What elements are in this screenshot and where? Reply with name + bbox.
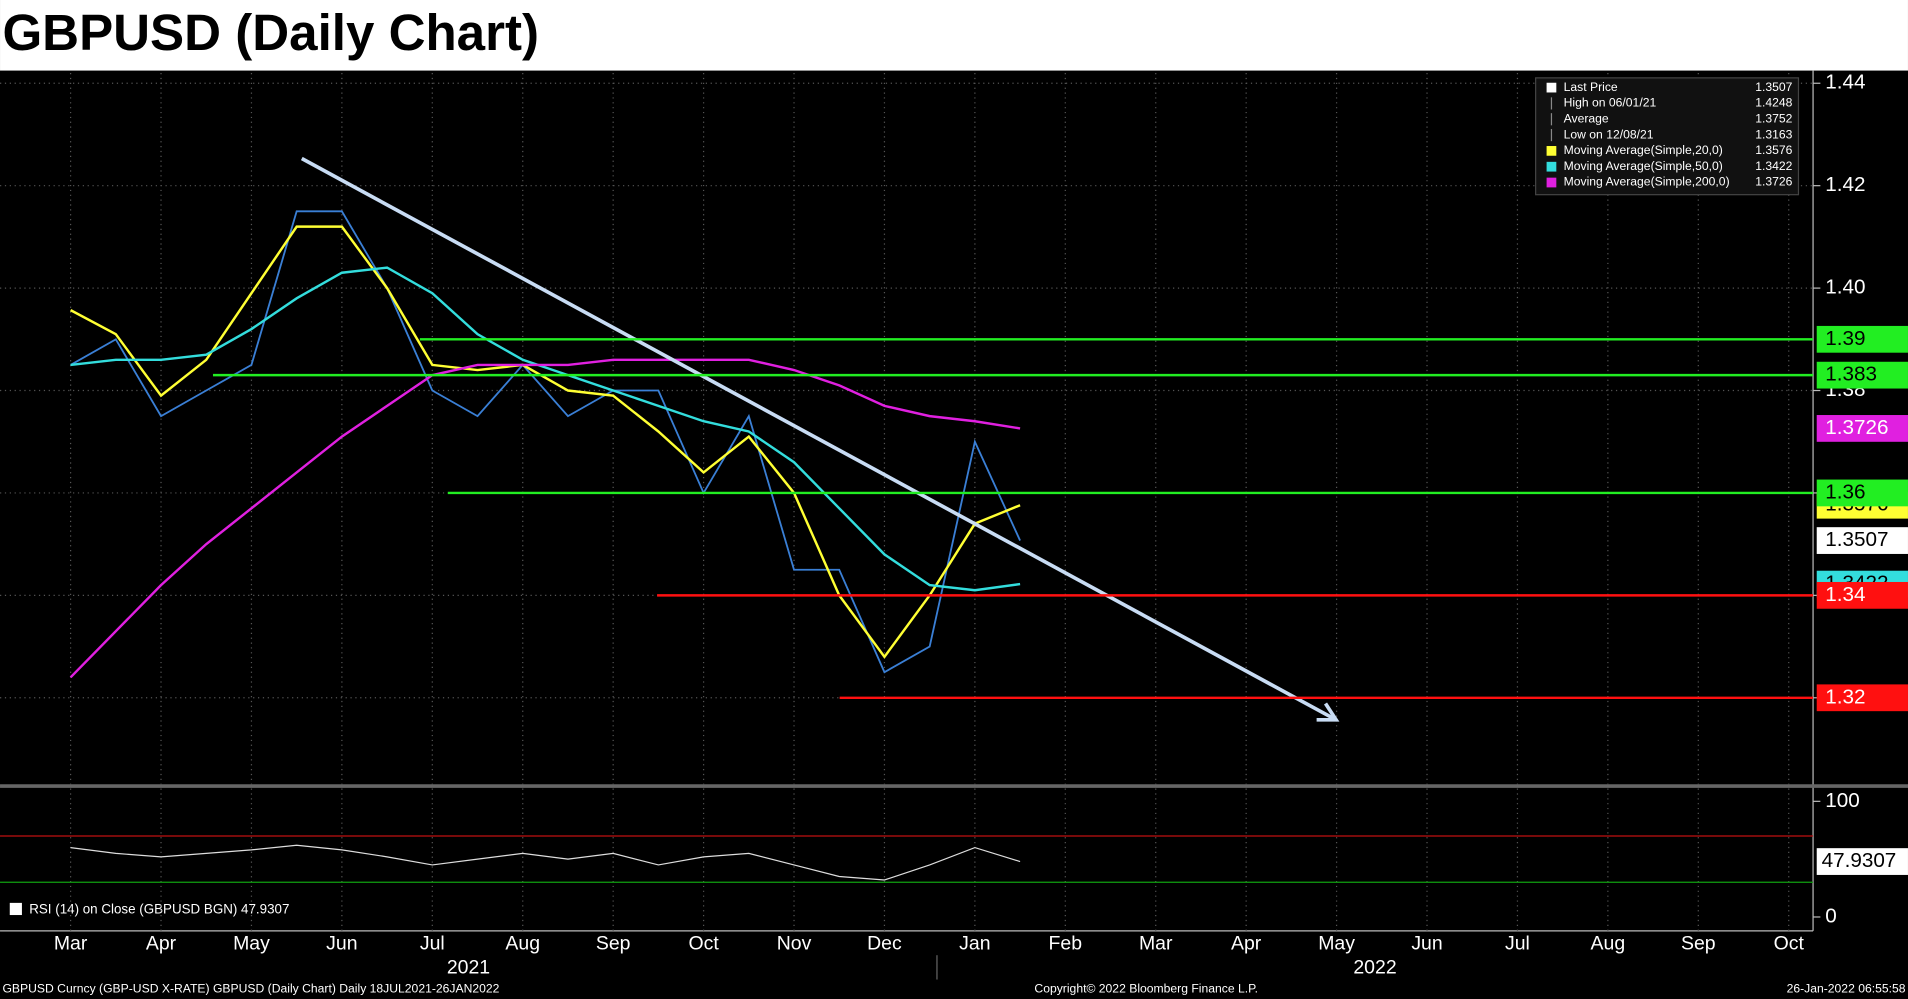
legend-swatch — [1546, 82, 1557, 93]
moving-average — [70, 225, 1021, 659]
value-box-label: 1.36 — [1825, 480, 1865, 503]
x-tick-label: Sep — [1681, 932, 1716, 954]
x-tick-label: Oct — [1774, 932, 1805, 954]
x-tick-label: Jan — [959, 932, 990, 954]
value-box — [1816, 479, 1908, 507]
footer: Copyright© 2022 Bloomberg Finance L.P. — [1034, 981, 1258, 995]
x-tick-label: Jul — [1505, 932, 1530, 954]
value-box — [1816, 361, 1908, 389]
legend-label: Last Price — [1564, 80, 1618, 94]
value-box-label: 1.39 — [1825, 327, 1865, 350]
legend-label: Moving Average(Simple,200,0) — [1564, 175, 1730, 189]
value-box-label: 1.383 — [1825, 363, 1877, 386]
legend-label: Low on 12/08/21 — [1564, 127, 1654, 141]
value-box — [1816, 848, 1908, 875]
x-tick-label: Nov — [777, 932, 812, 954]
y-tick-label: 1.42 — [1825, 173, 1865, 196]
y-tick-label: 100 — [1825, 789, 1860, 812]
year-label: 2021 — [447, 957, 490, 979]
rsi-line — [70, 844, 1021, 881]
x-tick-label: Aug — [1591, 932, 1626, 954]
y-tick-label: 1.44 — [1825, 71, 1865, 94]
moving-average — [70, 266, 1021, 592]
x-tick-label: Apr — [146, 932, 177, 954]
x-tick-label: Mar — [1139, 932, 1173, 954]
value-box — [1816, 527, 1908, 554]
value-box — [1816, 581, 1908, 609]
legend-label: High on 06/01/21 — [1564, 96, 1657, 110]
legend-label: Average — [1564, 111, 1609, 125]
legend-value: 1.3422 — [1755, 159, 1792, 173]
price-line — [70, 210, 1021, 674]
legend-value: 1.3507 — [1755, 80, 1792, 94]
rsi-label: RSI (14) on Close (GBPUSD BGN) 47.9307 — [29, 902, 289, 917]
x-tick-label: Jun — [326, 932, 357, 954]
value-box-label: 1.34 — [1825, 583, 1865, 606]
legend-value: 1.3163 — [1755, 127, 1792, 141]
x-tick-label: Oct — [688, 932, 719, 954]
value-box — [1816, 684, 1908, 712]
footer: GBPUSD Curncy (GBP-USD X-RATE) GBPUSD (D… — [2, 981, 499, 995]
value-box-label: 1.3507 — [1825, 528, 1888, 551]
legend-swatch — [1546, 161, 1557, 172]
x-tick-label: Sep — [596, 932, 631, 954]
legend-value: 1.3752 — [1755, 111, 1792, 125]
x-tick-label: Dec — [867, 932, 902, 954]
y-tick-label: 1.40 — [1825, 276, 1865, 299]
year-label: 2022 — [1353, 957, 1396, 979]
moving-average — [69, 358, 1021, 679]
x-tick-label: Aug — [505, 932, 540, 954]
x-tick-label: May — [233, 932, 270, 954]
y-tick-label: 0 — [1825, 904, 1837, 927]
x-tick-label: Apr — [1231, 932, 1262, 954]
legend-value: 1.3576 — [1755, 143, 1792, 157]
title-bar — [0, 0, 1908, 71]
chart-title: GBPUSD (Daily Chart) — [2, 4, 539, 61]
rsi-swatch — [9, 902, 22, 916]
value-box-label: 1.32 — [1825, 685, 1865, 708]
legend-value: 1.4248 — [1755, 96, 1792, 110]
legend — [1535, 77, 1800, 196]
x-tick-label: Feb — [1049, 932, 1083, 954]
trendline — [300, 156, 1337, 722]
legend-label: Moving Average(Simple,20,0) — [1564, 143, 1723, 157]
footer: 26-Jan-2022 06:55:58 — [1787, 981, 1906, 995]
legend-label: Moving Average(Simple,50,0) — [1564, 159, 1723, 173]
x-tick-label: Jun — [1411, 932, 1442, 954]
x-tick-label: Mar — [54, 932, 88, 954]
x-tick-label: Jul — [420, 932, 445, 954]
legend-swatch — [1546, 146, 1557, 156]
trendline-arrowhead — [1316, 702, 1340, 722]
x-tick-label: May — [1318, 932, 1355, 954]
value-box — [1816, 325, 1908, 353]
value-box-label: 1.3726 — [1825, 416, 1888, 439]
legend-value: 1.3726 — [1755, 175, 1792, 189]
legend-swatch — [1546, 177, 1557, 188]
value-box — [1816, 415, 1908, 442]
value-box-label: 47.9307 — [1822, 849, 1897, 872]
